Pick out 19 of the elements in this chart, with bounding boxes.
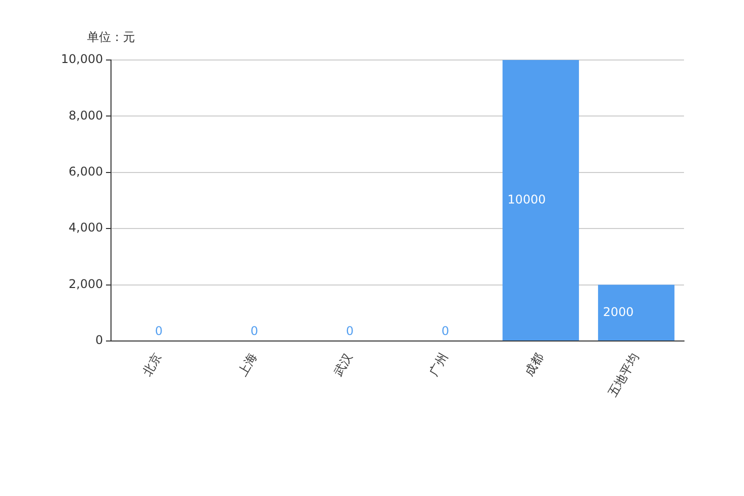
x-tick-label: 武汉 bbox=[330, 350, 356, 378]
x-tick-label: 北京 bbox=[140, 350, 164, 378]
y-tick-label: 4,000 bbox=[68, 220, 103, 235]
y-tick-label: 6,000 bbox=[68, 164, 103, 179]
x-tick-label: 上海 bbox=[235, 350, 260, 378]
data-label: 0 bbox=[154, 324, 163, 338]
data-label: 10000 bbox=[508, 192, 546, 206]
y-tick-label: 8,000 bbox=[68, 108, 103, 122]
data-label: 2000 bbox=[603, 304, 634, 319]
y-tick-label: 0 bbox=[95, 333, 103, 348]
data-label: 0 bbox=[250, 324, 258, 338]
x-tick-label: 五地平均 bbox=[605, 350, 642, 400]
x-tick-label: 成都 bbox=[522, 350, 546, 378]
data-label: 0 bbox=[346, 324, 354, 338]
y-tick-label: 10,000 bbox=[61, 52, 103, 66]
x-tick-label: 广州 bbox=[426, 350, 451, 378]
y-tick-label: 2,000 bbox=[68, 276, 103, 291]
data-label: 0 bbox=[441, 324, 450, 338]
y-axis-title: 单位：元 bbox=[87, 30, 135, 44]
